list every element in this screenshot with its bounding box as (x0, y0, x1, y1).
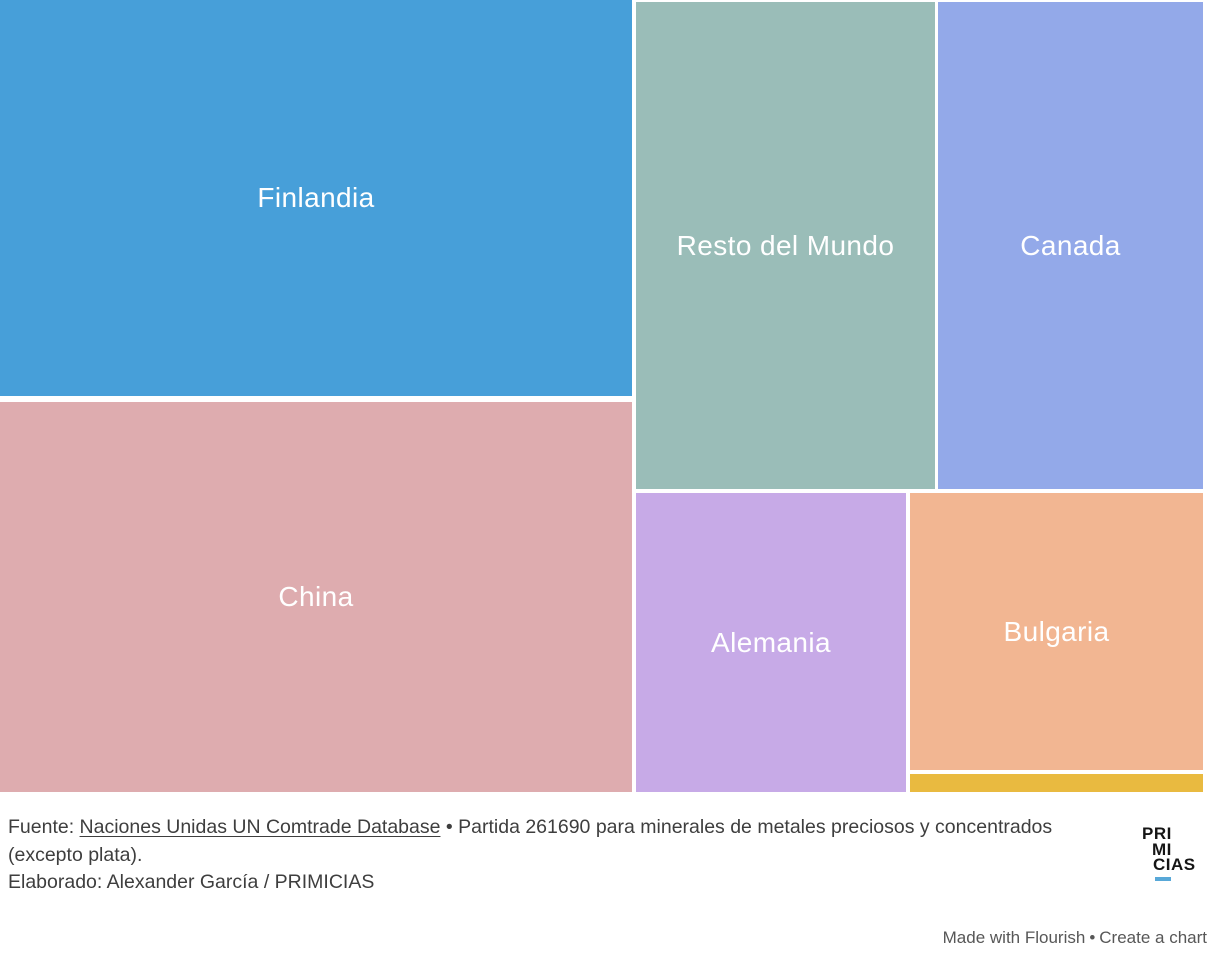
treemap-cell-label: China (278, 581, 354, 612)
primicias-logo-line1: PRI (1142, 824, 1172, 843)
treemap-cell-resto-del-mundo[interactable]: Resto del Mundo (636, 2, 935, 489)
made-with-flourish-link[interactable]: Made with Flourish (942, 928, 1086, 947)
source-prefix: Fuente: (8, 816, 80, 838)
treemap-cell-canada[interactable]: Canada (938, 2, 1203, 489)
treemap-cell-label: Finlandia (257, 182, 375, 213)
create-a-chart-link[interactable]: Create a chart (1099, 928, 1207, 947)
treemap-cell-unlabeled[interactable] (910, 774, 1203, 792)
treemap-cell-alemania[interactable]: Alemania (636, 493, 906, 792)
treemap-cell-china[interactable]: China (0, 402, 632, 792)
treemap-cell-label: Resto del Mundo (676, 229, 895, 261)
credit-separator: • (1089, 928, 1096, 947)
treemap-cell-label: Canada (1020, 229, 1121, 261)
primicias-logo-underline (1155, 876, 1171, 881)
source-line: Fuente: Naciones Unidas UN Comtrade Data… (8, 814, 1086, 869)
primicias-logo-line3: CIAS (1153, 855, 1196, 874)
flourish-credit: Made with Flourish • Create a chart (943, 928, 1207, 948)
primicias-logo: PRI MI CIAS (1142, 824, 1204, 881)
treemap-cell-label: Bulgaria (1003, 615, 1110, 647)
source-link[interactable]: Naciones Unidas UN Comtrade Database (79, 816, 441, 838)
treemap-cell-finlandia[interactable]: Finlandia (0, 0, 632, 396)
treemap-cell-label: Alemania (711, 626, 831, 658)
treemap-chart: Finlandia China Resto del Mundo Canada A… (0, 0, 1203, 792)
primicias-logo-line2: MI (1152, 839, 1172, 859)
elaborated-line: Elaborado: Alexander García / PRIMICIAS (8, 871, 375, 893)
treemap-cell-bulgaria[interactable]: Bulgaria (910, 493, 1203, 770)
footer-source-block: Fuente: Naciones Unidas UN Comtrade Data… (8, 814, 1086, 897)
source-rest: • Partida 261690 para minerales de metal… (8, 816, 1053, 866)
